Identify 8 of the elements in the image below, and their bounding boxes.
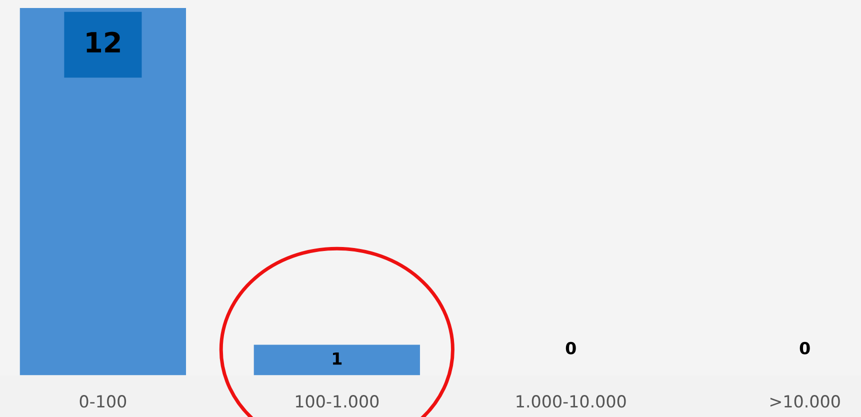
x-tick-label: >10.000 [770,395,840,408]
x-tick-label: 100-1.000 [296,395,379,408]
x-tick-label: 1.000-10.000 [516,395,626,408]
data-label: 1 [332,352,342,365]
data-label: 12 [86,32,120,52]
x-tick-label: 0-100 [80,395,126,408]
data-label: 0 [566,342,576,354]
data-label: 0 [800,342,810,354]
